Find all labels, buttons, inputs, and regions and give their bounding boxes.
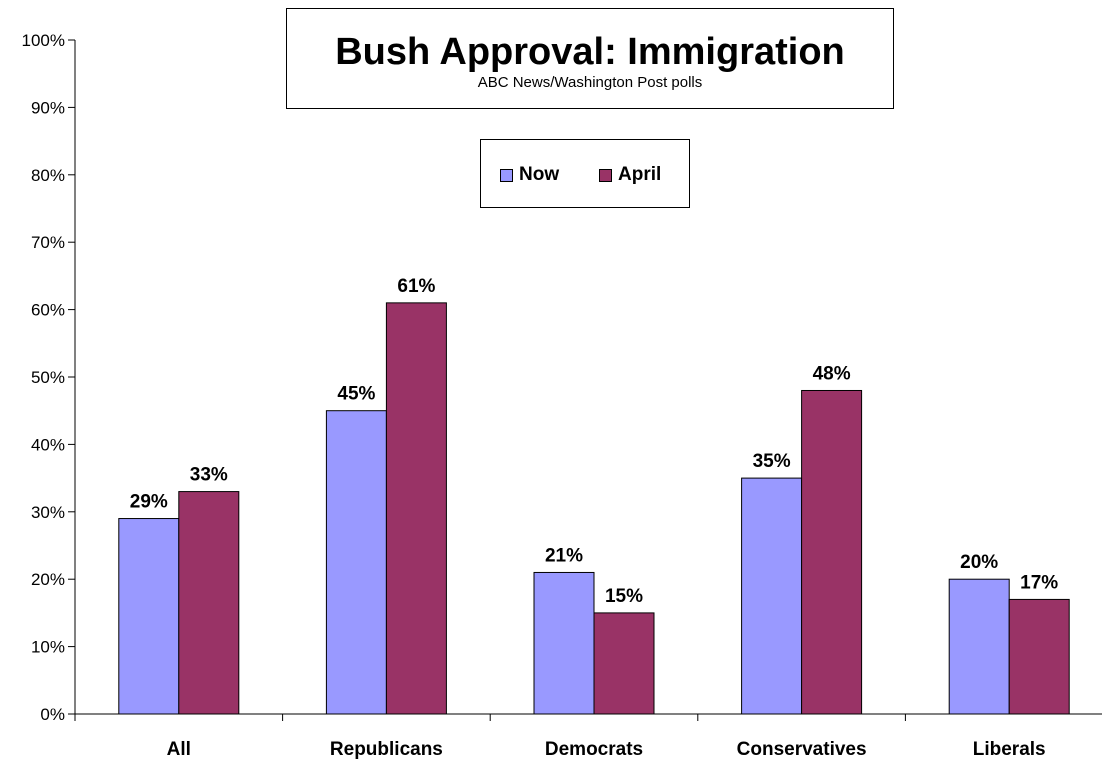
bar-now	[533, 571, 595, 715]
y-tick-label: 40%	[31, 435, 65, 454]
data-label-now: 35%	[753, 451, 791, 472]
y-tick-label: 10%	[31, 638, 65, 657]
data-label-april: 15%	[605, 586, 643, 607]
data-label-now: 21%	[545, 545, 583, 566]
legend: Now April	[480, 139, 690, 208]
legend-swatch-april	[599, 168, 612, 182]
title-box: Bush Approval: Immigration ABC News/Wash…	[286, 8, 894, 109]
data-label-april: 33%	[190, 465, 228, 486]
y-tick-label: 30%	[31, 503, 65, 522]
y-tick-label: 100%	[22, 31, 65, 50]
x-category-label: Conservatives	[737, 739, 867, 759]
bar-now	[741, 477, 803, 715]
x-category-label: All	[167, 739, 191, 759]
bar-april	[1008, 598, 1070, 715]
legend-label-now: Now	[519, 164, 560, 185]
y-tick-label: 0%	[40, 705, 65, 724]
y-axis: 0% 10% 20% 30% 40% 50% 60% 70% 80% 90% 100%	[22, 31, 76, 724]
x-category-label: Democrats	[545, 739, 643, 759]
data-label-april: 61%	[397, 276, 435, 297]
legend-swatch-now	[500, 168, 513, 182]
bars-group	[118, 302, 1070, 715]
bar-april	[801, 389, 863, 715]
x-axis: All Republicans Democrats Conservatives Libe…	[74, 713, 1102, 759]
chart-subtitle: ABC News/Washington Post polls	[477, 74, 703, 91]
y-tick-label: 50%	[31, 368, 65, 387]
legend-label-april: April	[618, 164, 662, 185]
chart-title: Bush Approval: Immigration	[335, 31, 845, 73]
y-tick-label: 80%	[31, 166, 65, 185]
data-label-now: 29%	[130, 492, 168, 513]
bar-april	[593, 612, 655, 715]
data-label-april: 17%	[1020, 572, 1058, 593]
y-tick-label: 60%	[31, 301, 65, 320]
legend-item-now: Now	[500, 164, 559, 186]
bar-now	[118, 518, 180, 715]
x-category-label: Liberals	[973, 739, 1046, 759]
legend-item-april: April	[599, 164, 661, 186]
y-tick-label: 20%	[31, 570, 65, 589]
bar-april	[385, 302, 447, 715]
data-label-now: 20%	[960, 552, 998, 573]
data-label-now: 45%	[337, 384, 375, 405]
y-tick-label: 90%	[31, 98, 65, 117]
x-category-label: Republicans	[330, 739, 443, 759]
bar-april	[178, 491, 240, 715]
data-labels-group: 29% 33% 45% 61% 21% 15% 35% 48% 20% 17%	[130, 276, 1059, 607]
data-label-april: 48%	[813, 363, 851, 384]
y-tick-label: 70%	[31, 233, 65, 252]
bar-now	[325, 410, 387, 715]
bar-now	[948, 578, 1010, 715]
